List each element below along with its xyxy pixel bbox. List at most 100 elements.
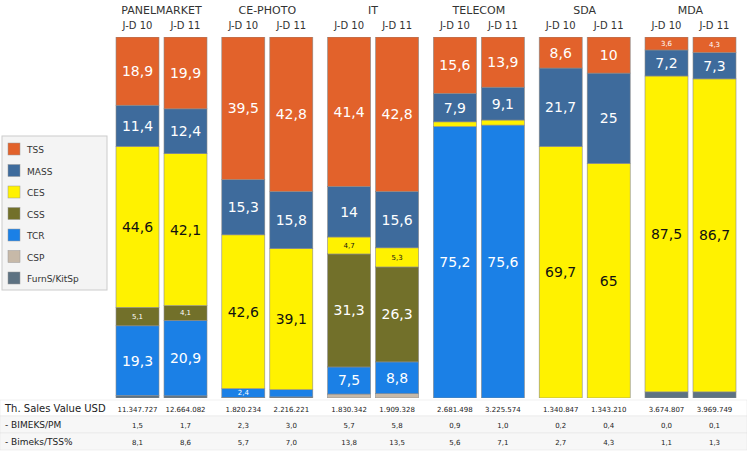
- table-cell: 0,1: [709, 422, 720, 430]
- data-label: 5,1: [132, 313, 143, 321]
- bar-segment: [116, 395, 159, 398]
- data-label: 15,6: [382, 212, 413, 228]
- bar-segment: [164, 396, 207, 398]
- table-cell: 1.820.234: [225, 406, 261, 414]
- bar-segment: [164, 306, 207, 321]
- bar-segment: [116, 307, 159, 325]
- category-label: J-D 10: [545, 20, 576, 31]
- data-label: 12,4: [170, 123, 201, 139]
- bar-segment: [164, 154, 207, 306]
- bar-segment: [376, 267, 419, 362]
- legend-label: MASS: [27, 167, 53, 177]
- bar-segment: [270, 249, 313, 390]
- legend-swatch: [8, 165, 20, 177]
- data-label: 20,9: [170, 350, 201, 366]
- bar-segment: [376, 394, 419, 398]
- category-label: J-D 11: [487, 20, 518, 31]
- row-label: - Bimeks/TSS%: [5, 437, 73, 447]
- bar-segment: [433, 93, 476, 122]
- data-label: 7,3: [703, 58, 725, 74]
- bar-segment: [270, 37, 313, 192]
- table-cell: 5,7: [238, 439, 249, 447]
- legend: TSSMASSCESCSSTCRCSPFurnS/KitSp: [2, 136, 107, 290]
- row-label: - BIMEKS/PM: [5, 420, 61, 430]
- data-label: 86,7: [699, 227, 730, 243]
- group-title: PANELMARKET: [121, 4, 202, 17]
- table-cell: 2.216.221: [273, 406, 309, 414]
- bar-segment: [645, 37, 688, 50]
- data-label: 4,1: [180, 309, 191, 317]
- data-label: 7,9: [444, 100, 466, 116]
- data-label: 15,8: [276, 212, 307, 228]
- category-label: J-D 10: [651, 20, 682, 31]
- table-cell: 7,0: [286, 439, 297, 447]
- table-row: [0, 416, 747, 433]
- table-row: [0, 433, 747, 450]
- bar-segment: [116, 146, 159, 307]
- data-label: 42,8: [382, 106, 413, 122]
- bars: [116, 37, 736, 398]
- bar-segment: [693, 392, 736, 398]
- data-label: 87,5: [651, 226, 682, 242]
- data-label: 13,9: [487, 54, 518, 70]
- data-label: 18,9: [122, 63, 153, 79]
- bar-segment: [539, 146, 582, 398]
- legend-label: TSS: [26, 145, 44, 155]
- bar-segment: [693, 37, 736, 53]
- table-cell: 1.830.342: [331, 406, 367, 414]
- table-cell: 1.340.847: [543, 406, 579, 414]
- data-label: 41,4: [334, 104, 365, 120]
- bar-segment: [376, 248, 419, 267]
- table-cell: 8,1: [132, 439, 143, 447]
- bar-segment: [222, 235, 265, 389]
- table-cell: 11.347.727: [117, 406, 157, 414]
- bar-segment: [587, 73, 630, 163]
- data-label: 65: [600, 273, 618, 289]
- bar-segment: [222, 37, 265, 180]
- data-label: 4,3: [709, 41, 720, 49]
- bar-segment: [481, 125, 524, 398]
- bar-segment: [328, 186, 371, 237]
- table-cell: 5,7: [344, 422, 355, 430]
- data-label: 7,2: [655, 55, 677, 71]
- legend-swatch: [8, 229, 20, 241]
- table-cell: 5,8: [392, 422, 403, 430]
- table-cell: 0,4: [603, 422, 615, 430]
- data-label: 42,1: [170, 222, 201, 238]
- data-label: 8,8: [386, 370, 408, 386]
- data-label: 26,3: [382, 306, 413, 322]
- table-cell: 13,5: [389, 439, 405, 447]
- data-label: 5,3: [392, 254, 403, 262]
- category-label: J-D 11: [170, 20, 201, 31]
- table-cell: 1,5: [132, 422, 143, 430]
- table-cell: 0,2: [555, 422, 566, 430]
- bar-segment: [645, 76, 688, 392]
- group-title: MDA: [678, 4, 704, 17]
- table-cell: 4,3: [603, 439, 614, 447]
- bar-segment: [164, 109, 207, 154]
- data-label: 15,6: [439, 57, 470, 73]
- category-label: J-D 10: [122, 20, 153, 31]
- bar-segment: [433, 122, 476, 127]
- bar-segment: [164, 37, 207, 109]
- table-cell: 2.681.498: [437, 406, 473, 414]
- table-cell: 1,1: [661, 439, 672, 447]
- table-cell: 3.674.807: [649, 406, 685, 414]
- legend-label: TCR: [26, 231, 45, 241]
- bar-segment: [693, 53, 736, 79]
- group-title: CE-PHOTO: [239, 4, 297, 17]
- legend-swatch: [8, 143, 20, 155]
- data-label: 19,3: [122, 353, 153, 369]
- table-cell: 3.225.574: [485, 406, 521, 414]
- legend-label: CES: [27, 188, 45, 198]
- legend-label: FurnS/KitSp: [27, 274, 79, 284]
- legend-swatch: [8, 208, 20, 220]
- data-label: 39,1: [276, 311, 307, 327]
- data-label: 7,5: [338, 372, 360, 388]
- data-label: 4,7: [344, 242, 355, 250]
- bar-segment: [539, 37, 582, 68]
- bar-segment: [328, 237, 371, 254]
- data-label: 14: [340, 204, 358, 220]
- table-cell: 2,3: [238, 422, 249, 430]
- data-labels: 19,35,144,611,418,920,94,142,112,419,92,…: [122, 40, 730, 397]
